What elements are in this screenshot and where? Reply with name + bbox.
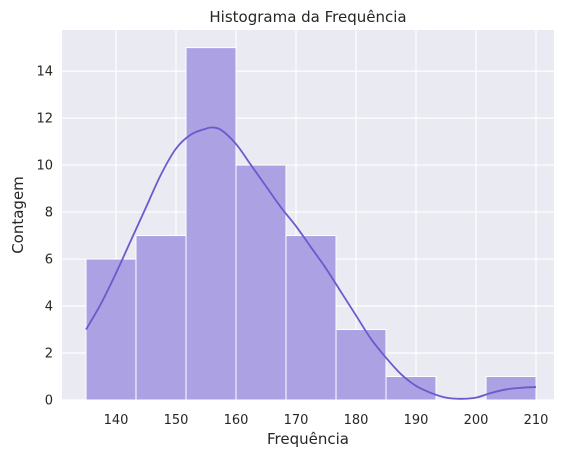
x-tick-labels: 140 150 160 170 180 190 200 210 <box>104 413 549 428</box>
x-tick-label-7: 210 <box>524 413 549 428</box>
y-tick-label-3: 6 <box>45 253 53 268</box>
histogram-bar-6 <box>385 376 437 401</box>
x-tick-label-5: 190 <box>404 413 429 428</box>
histogram-bar-1 <box>135 235 187 401</box>
x-axis-label: Frequência <box>267 430 349 448</box>
histogram-bar-0 <box>85 258 137 401</box>
x-tick-label-2: 160 <box>224 413 249 428</box>
x-tick-label-3: 170 <box>284 413 309 428</box>
y-tick-label-0: 0 <box>45 394 53 409</box>
histogram-bar-3 <box>235 164 287 401</box>
histogram-bar-5 <box>335 329 387 401</box>
histogram-bar-4 <box>285 235 337 401</box>
histogram-bar-2 <box>185 47 237 401</box>
x-tick-label-1: 150 <box>164 413 189 428</box>
histogram-bars <box>85 47 537 401</box>
y-tick-label-1: 2 <box>45 347 53 362</box>
y-tick-label-6: 12 <box>36 112 53 127</box>
x-tick-label-6: 200 <box>464 413 489 428</box>
chart-title: Histograma da Frequência <box>209 8 406 26</box>
y-tick-label-5: 10 <box>36 159 53 174</box>
y-tick-label-7: 14 <box>36 65 53 80</box>
kde-curve <box>85 126 537 400</box>
y-tick-label-2: 4 <box>45 300 53 315</box>
y-tick-labels: 0 2 4 6 8 10 12 14 <box>36 65 53 409</box>
x-tick-label-0: 140 <box>104 413 129 428</box>
y-tick-label-4: 8 <box>45 206 53 221</box>
x-tick-label-4: 180 <box>344 413 369 428</box>
y-axis-label: Contagem <box>9 176 27 254</box>
